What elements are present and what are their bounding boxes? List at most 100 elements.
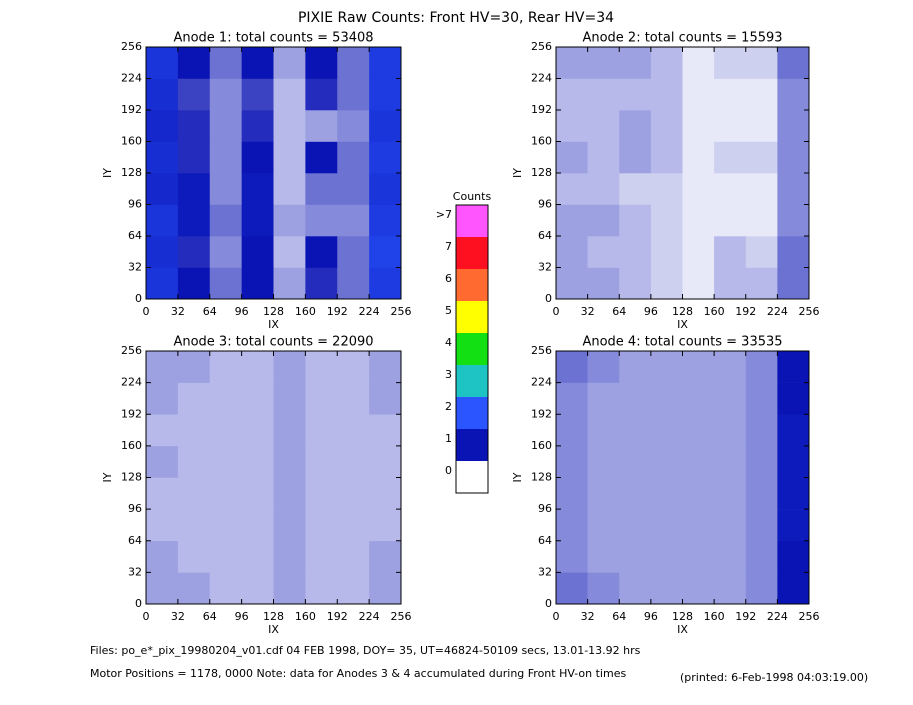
- heatmap-cell: [209, 351, 242, 383]
- heatmap-cell: [146, 572, 179, 605]
- heatmap-cell: [745, 540, 778, 573]
- heatmap-cell: [619, 477, 652, 510]
- heatmap-cell: [177, 477, 211, 510]
- heatmap-cell: [369, 351, 402, 383]
- heatmap-cell: [369, 47, 402, 79]
- heatmap-cell: [714, 414, 747, 447]
- heatmap-cell: [273, 540, 306, 573]
- heatmap-cell: [209, 267, 242, 300]
- x-axis-label: IX: [677, 623, 688, 636]
- heatmap-cell: [714, 445, 747, 478]
- x-tick-label: 64: [612, 305, 626, 318]
- heatmap-cell: [682, 509, 715, 542]
- heatmap-cell: [209, 540, 242, 573]
- heatmap-cell: [177, 445, 211, 478]
- y-tick-label: 160: [121, 135, 142, 148]
- y-tick-label: 192: [121, 103, 142, 116]
- heatmap-cell: [714, 141, 747, 174]
- heatmap-cell: [682, 47, 715, 79]
- heatmap-cell: [682, 110, 715, 142]
- x-tick-label: 64: [203, 610, 217, 623]
- heatmap-cell: [241, 47, 274, 79]
- heatmap-cell: [745, 141, 778, 174]
- heatmap-cell: [556, 351, 588, 383]
- y-axis-label: IY: [511, 472, 524, 482]
- colorbar-swatch: [456, 429, 488, 461]
- x-tick-label: 128: [672, 305, 693, 318]
- heatmap-cell: [273, 173, 306, 205]
- heatmap-cell: [587, 110, 620, 142]
- heatmap-cell: [273, 110, 306, 142]
- heatmap-cell: [369, 477, 402, 510]
- heatmap-cell: [650, 477, 683, 510]
- heatmap-cell: [177, 173, 211, 205]
- heatmap-cell: [682, 267, 715, 300]
- heatmap-cell: [777, 414, 810, 447]
- y-tick-label: 192: [531, 103, 552, 116]
- heatmap-cell: [273, 141, 306, 174]
- heatmap-cell: [587, 445, 620, 478]
- heatmap-cell: [177, 47, 211, 79]
- y-tick-label: 160: [531, 135, 552, 148]
- colorbar-swatch: [456, 333, 488, 365]
- y-tick-label: 32: [538, 565, 552, 578]
- heatmap-cell: [714, 509, 747, 542]
- heatmap-cell: [556, 236, 588, 268]
- heatmap-cell: [619, 414, 652, 447]
- x-tick-label: 32: [581, 610, 595, 623]
- heatmap-cell: [777, 204, 810, 237]
- x-tick-label: 96: [235, 305, 249, 318]
- heatmap-cell: [146, 236, 179, 268]
- heatmap-cell: [777, 509, 810, 542]
- y-tick-label: 224: [531, 376, 552, 389]
- colorbar-swatch: [456, 269, 488, 301]
- heatmap-cell: [241, 572, 274, 605]
- heatmap-cell: [305, 141, 338, 174]
- heatmap-cell: [619, 267, 652, 300]
- heatmap-cell: [273, 204, 306, 237]
- x-tick-label: 160: [704, 610, 725, 623]
- heatmap-cell: [587, 78, 620, 111]
- heatmap-cell: [777, 236, 810, 268]
- heatmap-cell: [587, 351, 620, 383]
- heatmap-cell: [650, 78, 683, 111]
- heatmap-cell: [619, 540, 652, 573]
- heatmap-cell: [305, 78, 338, 111]
- heatmap-cell: [369, 78, 402, 111]
- x-tick-label: 32: [171, 305, 185, 318]
- y-tick-label: 0: [545, 292, 552, 305]
- x-tick-label: 96: [235, 610, 249, 623]
- heatmap-cell: [273, 382, 306, 415]
- heatmap-cell: [745, 78, 778, 111]
- heatmap-cell: [337, 78, 370, 111]
- heatmap-cell: [619, 509, 652, 542]
- heatmap-cell: [305, 110, 338, 142]
- x-tick-label: 32: [171, 610, 185, 623]
- x-axis-label: IX: [677, 318, 688, 331]
- x-axis-label: IX: [268, 623, 279, 636]
- y-tick-label: 0: [545, 597, 552, 610]
- heatmap-cell: [745, 445, 778, 478]
- heatmap-cell: [146, 267, 179, 300]
- heatmap-cell: [337, 351, 370, 383]
- heatmap-cell: [650, 540, 683, 573]
- heatmap-cell: [714, 204, 747, 237]
- colorbar-label: 7: [445, 240, 452, 253]
- heatmap-cell: [619, 204, 652, 237]
- footer-motor: Motor Positions = 1178, 0000 Note: data …: [90, 667, 626, 680]
- heatmap-cell: [556, 540, 588, 573]
- heatmap-cell: [241, 540, 274, 573]
- colorbar-label: 6: [445, 272, 452, 285]
- heatmap-cell: [337, 414, 370, 447]
- x-tick-label: 128: [672, 610, 693, 623]
- colorbar-swatch: [456, 301, 488, 333]
- heatmap-cell: [556, 445, 588, 478]
- heatmap-cell: [177, 204, 211, 237]
- heatmap-cell: [556, 47, 588, 79]
- heatmap-cell: [305, 47, 338, 79]
- heatmap-cell: [650, 382, 683, 415]
- heatmap-cell: [556, 414, 588, 447]
- heatmap-cell: [337, 204, 370, 237]
- heatmap-cell: [369, 382, 402, 415]
